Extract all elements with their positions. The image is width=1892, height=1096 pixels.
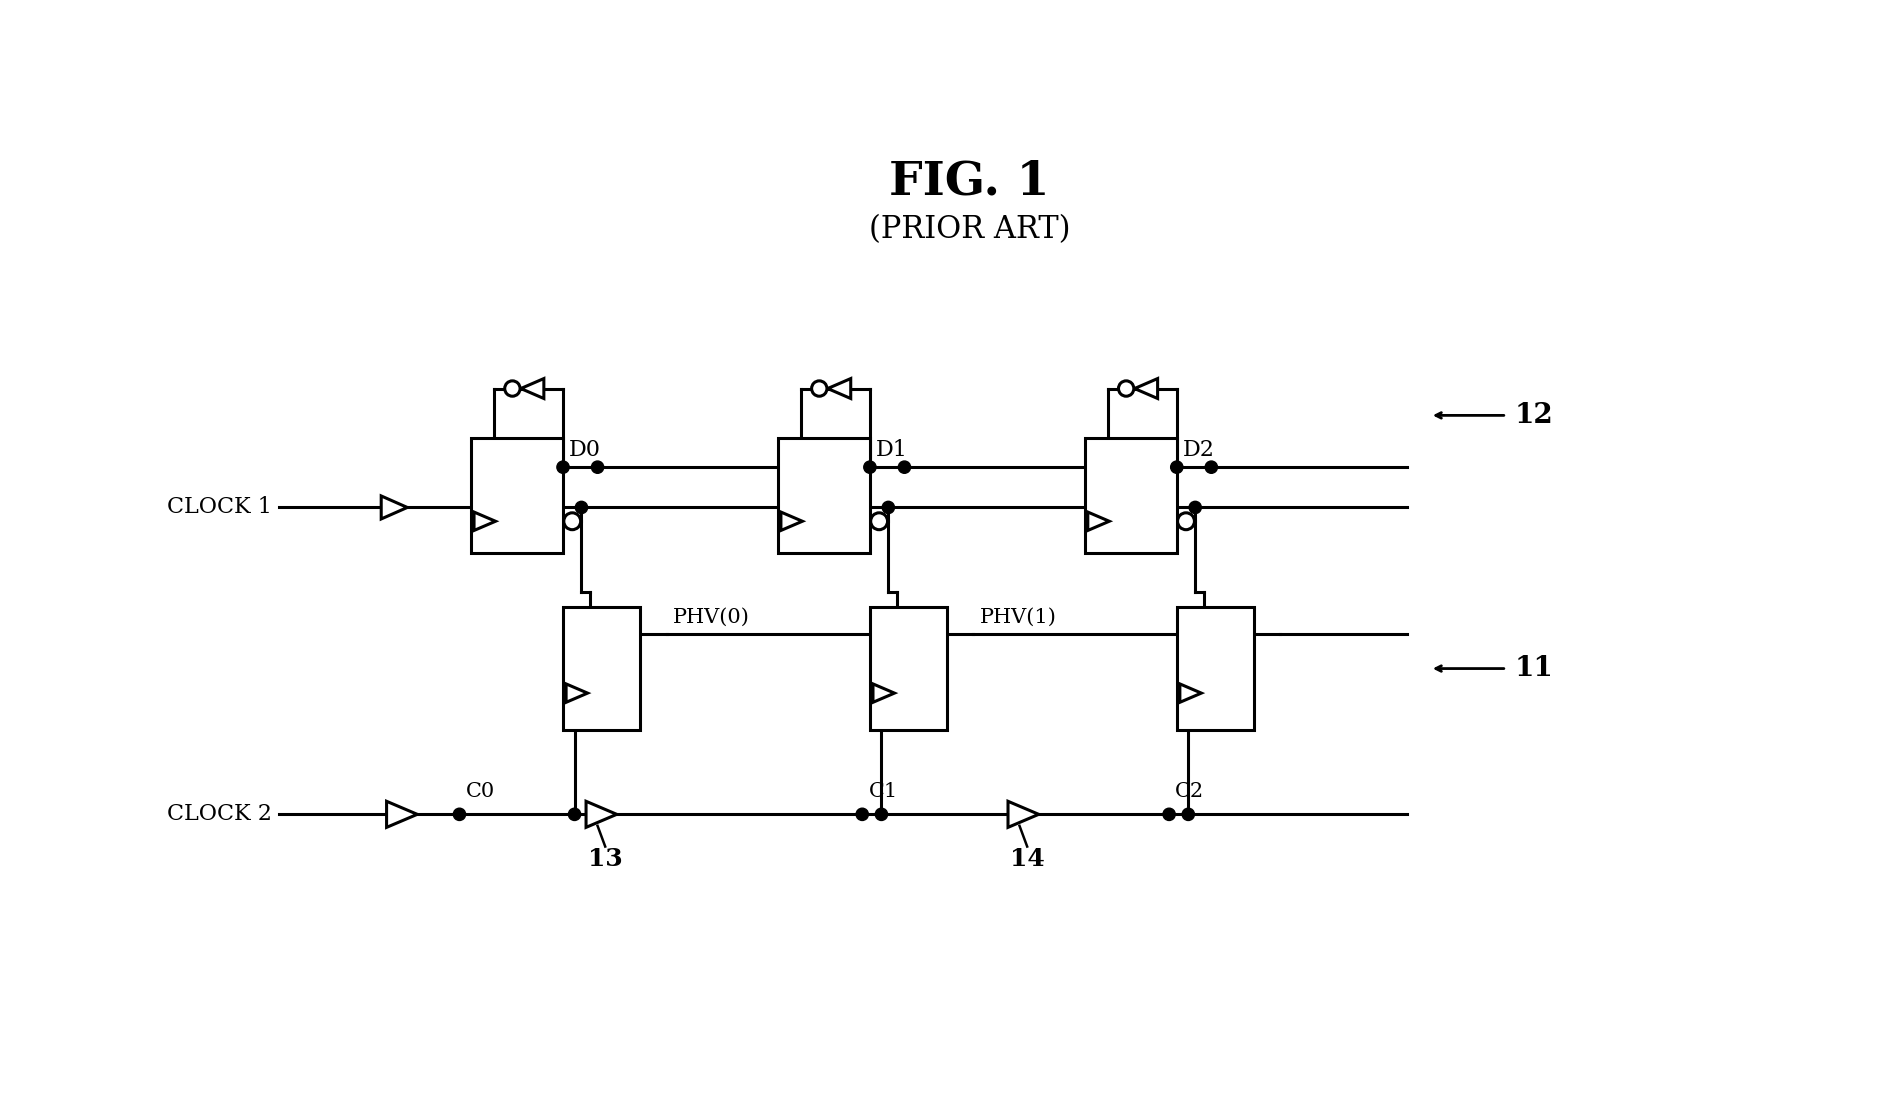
Circle shape — [865, 461, 876, 473]
Circle shape — [876, 808, 887, 821]
Circle shape — [1182, 808, 1194, 821]
Circle shape — [899, 461, 910, 473]
Bar — [870, 607, 946, 730]
Circle shape — [882, 501, 895, 514]
Circle shape — [1118, 380, 1133, 396]
Circle shape — [505, 380, 520, 396]
Circle shape — [592, 461, 604, 473]
Circle shape — [1171, 461, 1182, 473]
Bar — [1177, 607, 1254, 730]
Circle shape — [1188, 501, 1201, 514]
Circle shape — [454, 808, 465, 821]
Polygon shape — [1008, 801, 1039, 827]
Circle shape — [556, 461, 569, 473]
Circle shape — [812, 380, 827, 396]
Text: D0: D0 — [569, 439, 602, 461]
Text: C1: C1 — [868, 781, 897, 800]
Text: C2: C2 — [1175, 781, 1205, 800]
Text: 14: 14 — [1010, 846, 1044, 870]
Text: CLOCK 2: CLOCK 2 — [166, 803, 271, 825]
Text: (PRIOR ART): (PRIOR ART) — [868, 214, 1071, 246]
Polygon shape — [1088, 512, 1109, 530]
Circle shape — [870, 513, 887, 529]
Text: PHV(0): PHV(0) — [674, 607, 749, 627]
Polygon shape — [566, 684, 588, 703]
Circle shape — [855, 808, 868, 821]
Text: 12: 12 — [1514, 402, 1553, 429]
Circle shape — [1177, 513, 1194, 529]
Text: C0: C0 — [465, 781, 496, 800]
Polygon shape — [587, 801, 617, 827]
Polygon shape — [386, 801, 418, 827]
Bar — [471, 438, 564, 553]
Polygon shape — [827, 378, 851, 399]
Circle shape — [1205, 461, 1217, 473]
Text: 13: 13 — [588, 846, 622, 870]
Circle shape — [575, 501, 588, 514]
Polygon shape — [520, 378, 543, 399]
Circle shape — [1164, 808, 1175, 821]
Polygon shape — [872, 684, 895, 703]
Bar — [564, 607, 639, 730]
Text: 11: 11 — [1514, 655, 1553, 682]
Polygon shape — [380, 495, 407, 520]
Text: PHV(1): PHV(1) — [980, 607, 1056, 627]
Text: D2: D2 — [1182, 439, 1215, 461]
Circle shape — [568, 808, 581, 821]
Bar — [778, 438, 870, 553]
Circle shape — [564, 513, 581, 529]
Text: CLOCK 1: CLOCK 1 — [166, 496, 271, 518]
Polygon shape — [1181, 684, 1201, 703]
Text: D1: D1 — [876, 439, 908, 461]
Polygon shape — [781, 512, 802, 530]
Polygon shape — [1135, 378, 1158, 399]
Polygon shape — [475, 512, 496, 530]
Bar — [1084, 438, 1177, 553]
Text: FIG. 1: FIG. 1 — [889, 159, 1050, 204]
